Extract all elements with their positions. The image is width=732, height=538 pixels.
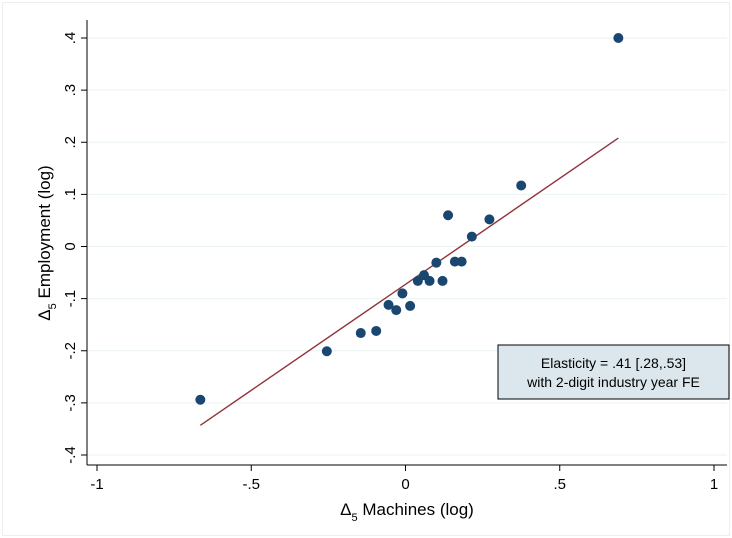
data-point <box>516 180 527 191</box>
y-tick-label: .4 <box>62 32 79 45</box>
x-axis-title-subscript: 5 <box>352 512 358 524</box>
data-point <box>484 214 495 225</box>
grid-layer <box>88 37 727 456</box>
y-axis-title-prefix: Δ <box>35 309 54 320</box>
x-tick-label: -.5 <box>242 476 260 493</box>
x-tick-label: .5 <box>553 476 566 493</box>
annotation-line-2: with 2-digit industry year FE <box>526 374 700 390</box>
y-axis-title-label: Employment (log) <box>35 165 54 298</box>
x-tick-label: 1 <box>710 476 718 493</box>
y-tick-label: .3 <box>62 84 79 97</box>
x-axis-title-label: Machines (log) <box>362 500 474 519</box>
data-point <box>431 257 442 268</box>
data-point <box>195 394 206 405</box>
data-point <box>443 210 454 221</box>
points-layer <box>195 33 624 405</box>
data-point <box>397 288 408 299</box>
data-point <box>613 33 624 43</box>
data-point <box>405 300 416 311</box>
y-axis-title: Δ5 Employment (log) <box>35 165 59 320</box>
axes-layer: -.4 -.3 -.2 -.1 0 .1 .2 .3 .4 -1 -.5 0 .5 1 <box>62 20 727 493</box>
y-tick-label: -.2 <box>62 342 79 360</box>
data-point <box>355 328 366 339</box>
data-point <box>424 275 435 286</box>
data-point <box>456 256 467 267</box>
fit-layer <box>199 137 619 426</box>
y-tick-label: .1 <box>62 188 79 201</box>
y-tick-label: -.4 <box>62 446 79 464</box>
y-tick-label: 0 <box>62 242 79 250</box>
y-tick-label: -.3 <box>62 394 79 412</box>
y-axis-title-subscript: 5 <box>47 303 59 309</box>
data-point <box>321 346 332 357</box>
fit-line <box>199 137 619 426</box>
data-point <box>466 231 477 242</box>
data-point <box>437 275 448 286</box>
x-tick-label: 0 <box>401 476 409 493</box>
y-tick-label: .2 <box>62 136 79 149</box>
y-tick-label: -.1 <box>62 290 79 308</box>
annotation-line-1: Elasticity = .41 [.28,.53] <box>541 355 686 371</box>
data-point <box>383 299 394 310</box>
data-point <box>391 305 402 316</box>
annotation-box: Elasticity = .41 [.28,.53] with 2-digit … <box>497 344 730 400</box>
data-point <box>371 325 382 336</box>
annotation-background <box>497 344 730 400</box>
x-tick-label: -1 <box>90 476 103 493</box>
x-axis-title: Δ5 Machines (log) <box>340 500 474 524</box>
x-axis-title-prefix: Δ <box>340 500 351 519</box>
